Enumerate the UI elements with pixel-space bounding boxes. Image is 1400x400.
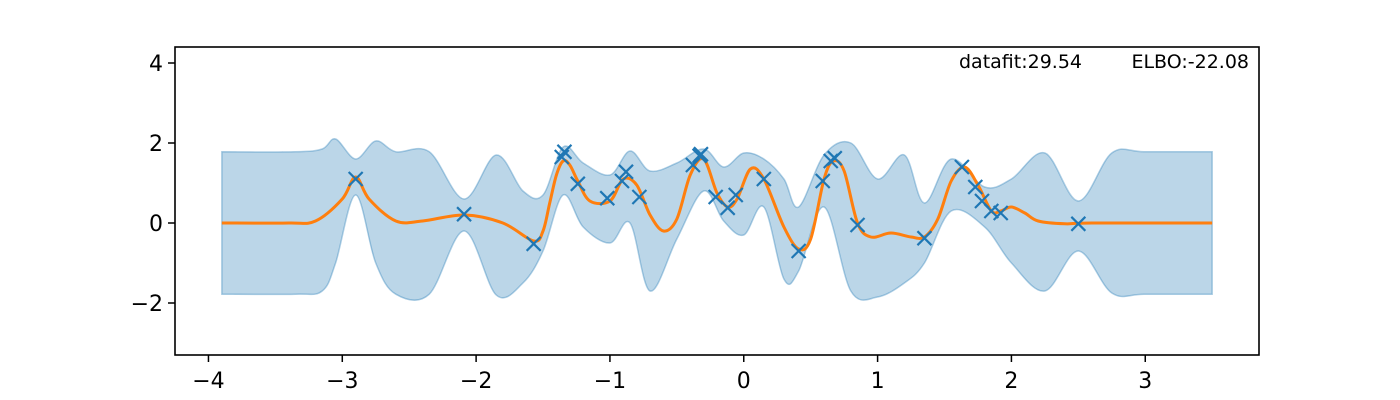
observation-point [631, 189, 648, 205]
elbo-annotation: ELBO:-22.08 [1131, 51, 1249, 73]
observation-point [556, 144, 573, 160]
observation-point [967, 179, 984, 195]
observation-point [614, 173, 630, 189]
observation-point [992, 205, 1009, 221]
observation-point [1070, 216, 1087, 232]
x-tick-label: 2 [1004, 369, 1018, 394]
x-tick-label: −1 [594, 369, 626, 394]
observation-point [756, 171, 772, 187]
observation-point [727, 187, 744, 203]
observation-point [790, 243, 807, 259]
y-axis: −2 0 2 4 [131, 52, 175, 317]
confidence-band-layer [221, 138, 1213, 301]
x-tick-label: 3 [1138, 369, 1152, 394]
observation-point [693, 146, 709, 162]
observation-point [685, 157, 701, 173]
plot-frame [174, 46, 1260, 356]
observation-point [570, 176, 586, 192]
observation-point [826, 150, 843, 166]
y-tick-label: 4 [149, 52, 163, 77]
observation-point [849, 217, 866, 233]
observation-points-layer [347, 144, 1087, 259]
x-tick-label: −2 [460, 369, 492, 394]
observation-point [599, 190, 616, 206]
confidence-band [221, 138, 1213, 301]
observation-point [954, 159, 970, 175]
y-tick-label: 0 [149, 212, 163, 237]
y-tick-label: 2 [149, 132, 163, 157]
observation-point [456, 206, 472, 222]
datafit-annotation: datafit:29.54 [959, 51, 1082, 73]
observation-point [814, 173, 831, 189]
x-tick-label: −4 [192, 369, 224, 394]
x-tick-label: 0 [737, 369, 751, 394]
x-tick-label: 1 [871, 369, 885, 394]
observation-point [916, 230, 933, 246]
observation-point [347, 171, 364, 187]
x-tick-label: −3 [326, 369, 358, 394]
observation-point [719, 200, 736, 216]
observation-point [525, 236, 542, 252]
y-tick-label: −2 [131, 292, 163, 317]
x-axis: −4 −3 −2 −1 0 1 2 3 [192, 355, 1152, 394]
observation-point [983, 203, 1000, 219]
observation-point [618, 164, 634, 180]
